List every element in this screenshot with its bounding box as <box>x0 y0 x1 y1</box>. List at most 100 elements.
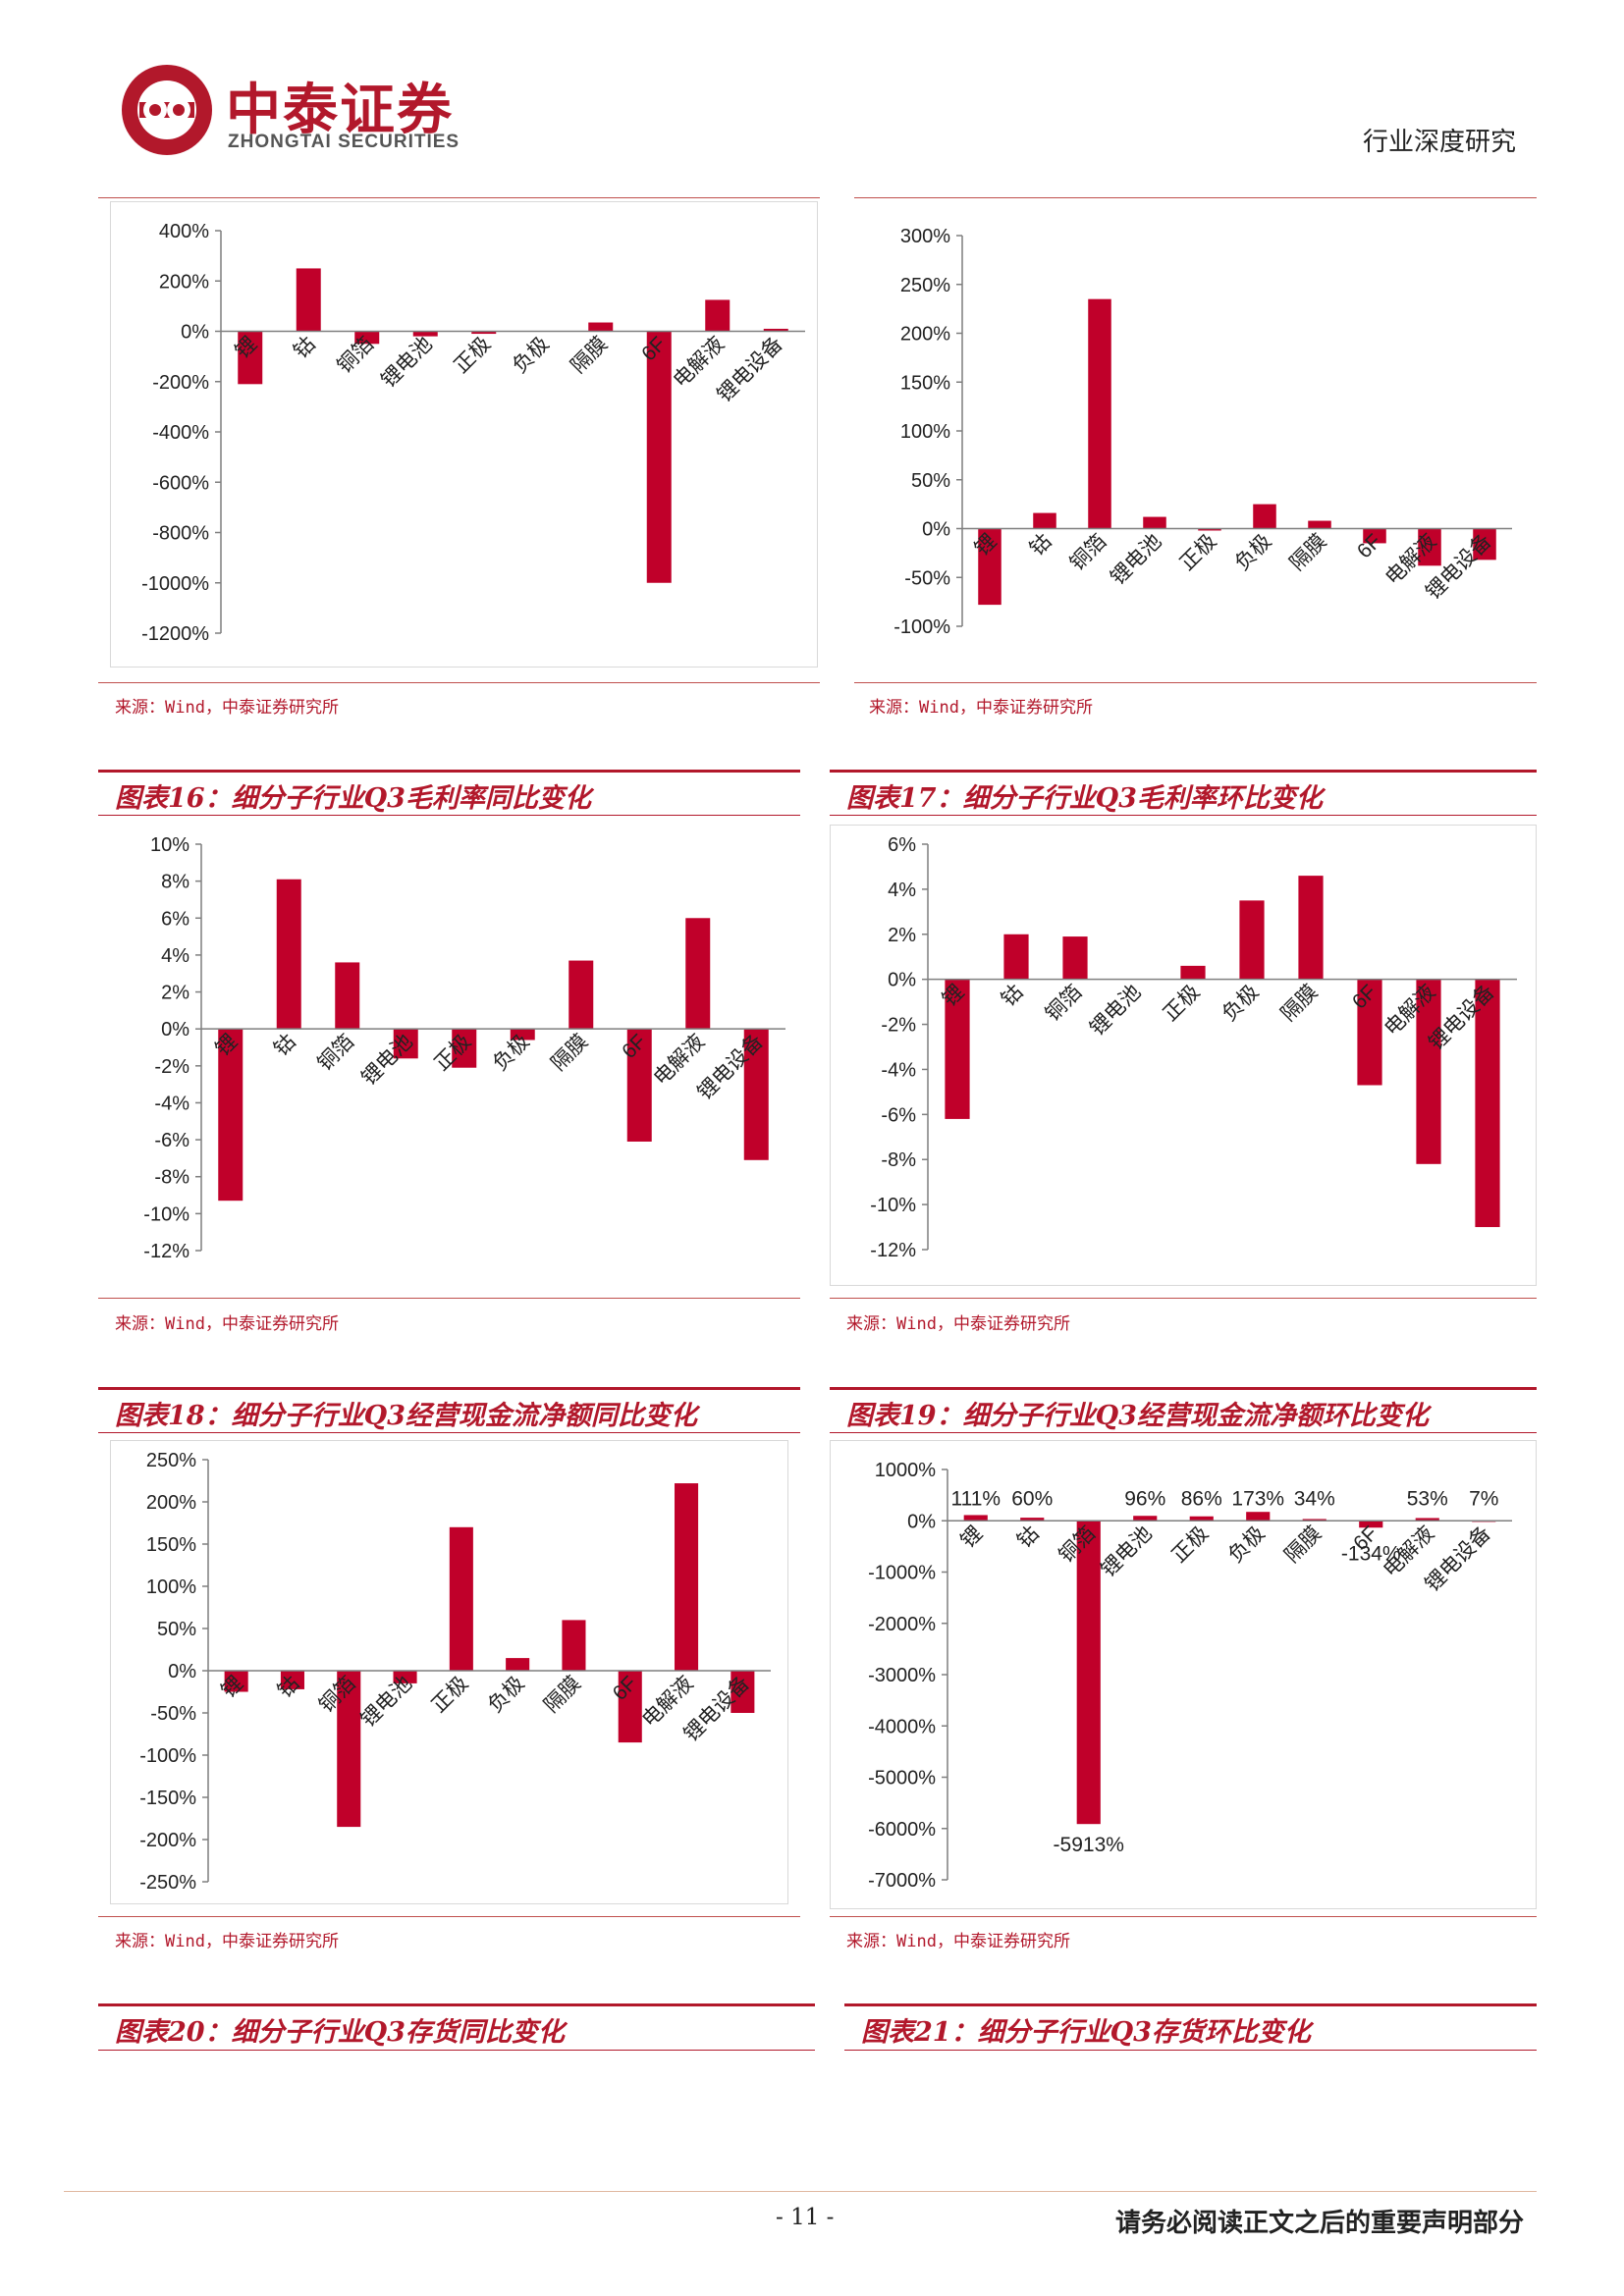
source-note: 来源：Wind，中泰证券研究所 <box>846 1932 1070 1951</box>
bar <box>1246 1512 1271 1522</box>
figure-rule <box>98 1432 800 1433</box>
bar <box>675 1483 699 1671</box>
y-tick-label: -10% <box>143 1203 189 1225</box>
bar <box>335 962 360 1030</box>
y-tick-label: -12% <box>870 1240 916 1261</box>
y-tick-label: -100% <box>139 1745 196 1767</box>
y-tick-label: -12% <box>143 1241 189 1262</box>
y-tick-label: -6000% <box>868 1819 936 1841</box>
source-note: 来源：Wind，中泰证券研究所 <box>115 1314 339 1334</box>
figure-rule <box>830 770 1537 773</box>
figure-title: 图表20：细分子行业Q3存货同比变化 <box>115 2017 565 2048</box>
x-category-label: 正极 <box>1167 1522 1213 1568</box>
y-tick-label: -6% <box>154 1130 189 1151</box>
x-category-label: 锂电池 <box>1097 1522 1157 1582</box>
x-category-label: 隔膜 <box>567 333 612 378</box>
chart-c6: 1000% 0% -1000% -2000% -3000% -4000% -5000% -60… <box>830 1440 1537 1909</box>
divider <box>830 1298 1537 1299</box>
y-tick-label: 2% <box>161 983 189 1004</box>
bar <box>1143 516 1166 529</box>
figure-rule <box>98 815 800 816</box>
bar <box>354 331 380 345</box>
y-tick-label: -400% <box>152 422 209 444</box>
divider <box>98 197 820 198</box>
bar <box>1415 1518 1439 1522</box>
x-category-label: 隔膜 <box>1277 981 1323 1026</box>
source-note: 来源：Wind，中泰证券研究所 <box>115 1932 339 1951</box>
bar <box>1033 512 1056 529</box>
bar <box>562 1620 586 1671</box>
x-category-label: 负极 <box>1218 981 1264 1026</box>
y-tick-label: -3000% <box>868 1665 936 1686</box>
y-tick-label: -50% <box>150 1703 196 1725</box>
x-category-label: 钴 <box>290 333 320 363</box>
bar <box>685 918 711 1030</box>
data-label: 34% <box>1294 1487 1335 1510</box>
y-tick-label: 1000% <box>875 1460 936 1481</box>
footer-rule <box>64 2191 1537 2192</box>
report-type: 行业深度研究 <box>1362 128 1516 157</box>
x-category-label: 铜箔 <box>1042 981 1087 1026</box>
bar <box>238 331 263 385</box>
chart-c4: 6%4%2%0%-2%-4%-6%-8%-10%-12%锂钴铜箔 锂电池 正极 负极隔… <box>830 825 1537 1286</box>
bar <box>588 322 614 332</box>
y-tick-label: 2% <box>888 925 916 946</box>
y-tick-label: 6% <box>161 908 189 930</box>
y-tick-label: 150% <box>900 372 950 394</box>
y-tick-label: -7000% <box>868 1870 936 1892</box>
bar <box>449 1526 473 1671</box>
x-category-label: 正极 <box>450 333 495 378</box>
bar <box>1363 528 1386 544</box>
y-tick-label: -8% <box>881 1149 916 1171</box>
data-label: 60% <box>1011 1487 1053 1510</box>
bar <box>1308 520 1331 529</box>
divider <box>98 682 820 683</box>
x-category-label: 钴 <box>997 981 1027 1011</box>
chart-c2: 300%250%200%150%100%50%0%-50%-100%锂钴铜箔锂电… <box>893 226 1512 638</box>
y-tick-label: -50% <box>904 567 950 589</box>
y-tick-label: -2000% <box>868 1614 936 1635</box>
x-category-label: 锂电池 <box>377 333 437 393</box>
figure-rule <box>830 1387 1537 1390</box>
y-tick-label: -600% <box>152 472 209 494</box>
data-label: 53% <box>1407 1487 1448 1510</box>
x-category-label: 负极 <box>509 333 554 378</box>
bar <box>618 1671 642 1743</box>
bar <box>731 1671 755 1713</box>
figure-rule <box>98 1387 800 1390</box>
y-tick-label: 0% <box>161 1019 189 1041</box>
y-tick-label: -150% <box>139 1788 196 1809</box>
disclaimer-note: 请务必阅读正文之后的重要声明部分 <box>1114 2209 1524 2238</box>
bar <box>1298 876 1324 980</box>
bar <box>1357 979 1382 1086</box>
y-tick-label: 4% <box>888 880 916 901</box>
figure-rule <box>830 1432 1537 1433</box>
bar <box>945 979 970 1119</box>
y-tick-label: 0% <box>181 322 209 344</box>
bar <box>1003 934 1029 980</box>
data-label: 111% <box>950 1487 1001 1510</box>
data-label: -134% <box>1341 1542 1401 1565</box>
y-tick-label: 200% <box>900 324 950 346</box>
x-category-label: 正极 <box>1160 981 1205 1026</box>
y-tick-label: 8% <box>161 872 189 893</box>
logo-text-en: ZHONGTAI SECURITIES <box>228 132 460 152</box>
bar <box>1076 1521 1101 1825</box>
y-tick-label: -4% <box>154 1093 189 1114</box>
x-category-label: 钴 <box>270 1030 300 1060</box>
data-label: 7% <box>1469 1487 1498 1510</box>
bar <box>1416 979 1441 1164</box>
bar <box>218 1029 244 1201</box>
bar <box>1239 900 1265 980</box>
chart-c3: 10%8%6%4%2%0%-2%-4%-6%-8%-10%-12%锂钴铜箔锂电池… <box>143 834 785 1262</box>
bar <box>280 1671 304 1689</box>
bar <box>1133 1516 1158 1522</box>
y-tick-label: 6% <box>888 834 916 856</box>
bar <box>626 1029 652 1142</box>
bar <box>1198 528 1221 531</box>
figure-title: 图表18：细分子行业Q3经营现金流净额同比变化 <box>115 1401 697 1431</box>
source-note: 来源：Wind，中泰证券研究所 <box>869 698 1093 718</box>
figure-rule <box>98 770 800 773</box>
bar <box>412 331 438 337</box>
y-tick-label: -2% <box>154 1056 189 1078</box>
